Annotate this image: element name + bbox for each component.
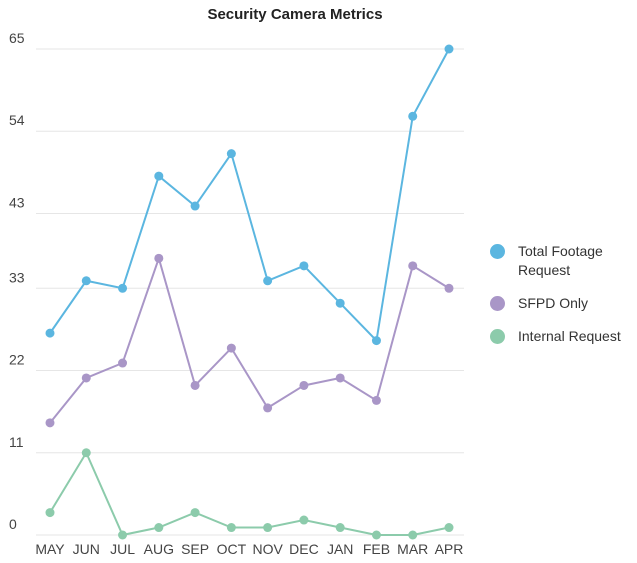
data-point[interactable] bbox=[408, 261, 418, 271]
gridlines bbox=[36, 48, 464, 536]
y-axis-ticks: 0 11 22 33 43 54 65 bbox=[9, 30, 25, 532]
y-tick-label: 0 bbox=[9, 516, 17, 532]
data-point[interactable] bbox=[118, 530, 128, 540]
y-tick-label: 22 bbox=[9, 352, 25, 368]
data-point[interactable] bbox=[226, 149, 236, 159]
chart-title: Security Camera Metrics bbox=[207, 6, 383, 23]
series-sfpd-only bbox=[45, 253, 454, 428]
x-tick-label: JAN bbox=[327, 541, 353, 557]
legend-swatch bbox=[490, 296, 505, 311]
legend-item[interactable]: SFPD Only bbox=[490, 294, 637, 313]
data-point[interactable] bbox=[299, 515, 309, 525]
x-tick-label: APR bbox=[435, 541, 464, 557]
series-group bbox=[45, 44, 454, 540]
legend-item[interactable]: Internal Request bbox=[490, 327, 637, 346]
data-point[interactable] bbox=[226, 343, 236, 353]
data-point[interactable] bbox=[408, 530, 418, 540]
data-point[interactable] bbox=[118, 283, 128, 293]
data-point[interactable] bbox=[81, 448, 91, 458]
data-point[interactable] bbox=[444, 44, 454, 54]
data-point[interactable] bbox=[371, 336, 381, 346]
y-tick-label: 43 bbox=[9, 194, 25, 210]
x-tick-label: JUL bbox=[110, 541, 135, 557]
data-point[interactable] bbox=[335, 523, 345, 533]
legend: Total Footage Request SFPD Only Internal R… bbox=[490, 242, 637, 360]
x-tick-label: MAY bbox=[35, 541, 65, 557]
data-point[interactable] bbox=[118, 358, 128, 368]
legend-item[interactable]: Total Footage Request bbox=[490, 242, 637, 280]
series-line bbox=[49, 255, 450, 424]
legend-label: Total Footage Request bbox=[518, 243, 603, 278]
data-point[interactable] bbox=[335, 298, 345, 308]
x-tick-label: FEB bbox=[363, 541, 390, 557]
data-point[interactable] bbox=[154, 171, 164, 181]
data-point[interactable] bbox=[444, 283, 454, 293]
x-tick-label: SEP bbox=[181, 541, 209, 557]
data-point[interactable] bbox=[263, 276, 273, 286]
data-point[interactable] bbox=[335, 373, 345, 383]
data-point[interactable] bbox=[444, 523, 454, 533]
y-tick-label: 33 bbox=[9, 269, 25, 285]
data-point[interactable] bbox=[45, 508, 55, 518]
data-point[interactable] bbox=[299, 261, 309, 271]
y-tick-label: 54 bbox=[9, 112, 25, 128]
x-tick-label: DEC bbox=[289, 541, 319, 557]
data-point[interactable] bbox=[190, 201, 200, 211]
x-tick-label: NOV bbox=[252, 541, 283, 557]
data-point[interactable] bbox=[408, 111, 418, 121]
x-tick-label: JUN bbox=[73, 541, 100, 557]
series-internal-request bbox=[45, 448, 454, 540]
legend-label: Internal Request bbox=[518, 328, 621, 344]
x-tick-label: MAR bbox=[397, 541, 428, 557]
x-axis-ticks: MAY JUN JUL AUG SEP OCT NOV DEC JAN FEB MAR APR bbox=[35, 541, 463, 557]
data-point[interactable] bbox=[154, 523, 164, 533]
data-point[interactable] bbox=[45, 418, 55, 428]
data-point[interactable] bbox=[371, 395, 381, 405]
series-line bbox=[49, 450, 450, 537]
x-tick-label: OCT bbox=[217, 541, 247, 557]
data-point[interactable] bbox=[81, 276, 91, 286]
data-point[interactable] bbox=[263, 403, 273, 413]
y-tick-label: 65 bbox=[9, 30, 25, 46]
series-line bbox=[49, 48, 450, 343]
legend-swatch bbox=[490, 329, 505, 344]
legend-swatch bbox=[490, 244, 505, 259]
data-point[interactable] bbox=[299, 380, 309, 390]
data-point[interactable] bbox=[263, 523, 273, 533]
data-point[interactable] bbox=[226, 523, 236, 533]
data-point[interactable] bbox=[154, 253, 164, 263]
data-point[interactable] bbox=[45, 328, 55, 338]
data-point[interactable] bbox=[190, 508, 200, 518]
x-tick-label: AUG bbox=[144, 541, 174, 557]
data-point[interactable] bbox=[190, 380, 200, 390]
y-tick-label: 11 bbox=[9, 434, 24, 450]
data-point[interactable] bbox=[81, 373, 91, 383]
legend-label: SFPD Only bbox=[518, 295, 589, 311]
data-point[interactable] bbox=[371, 530, 381, 540]
series-total-footage-request bbox=[45, 44, 454, 346]
